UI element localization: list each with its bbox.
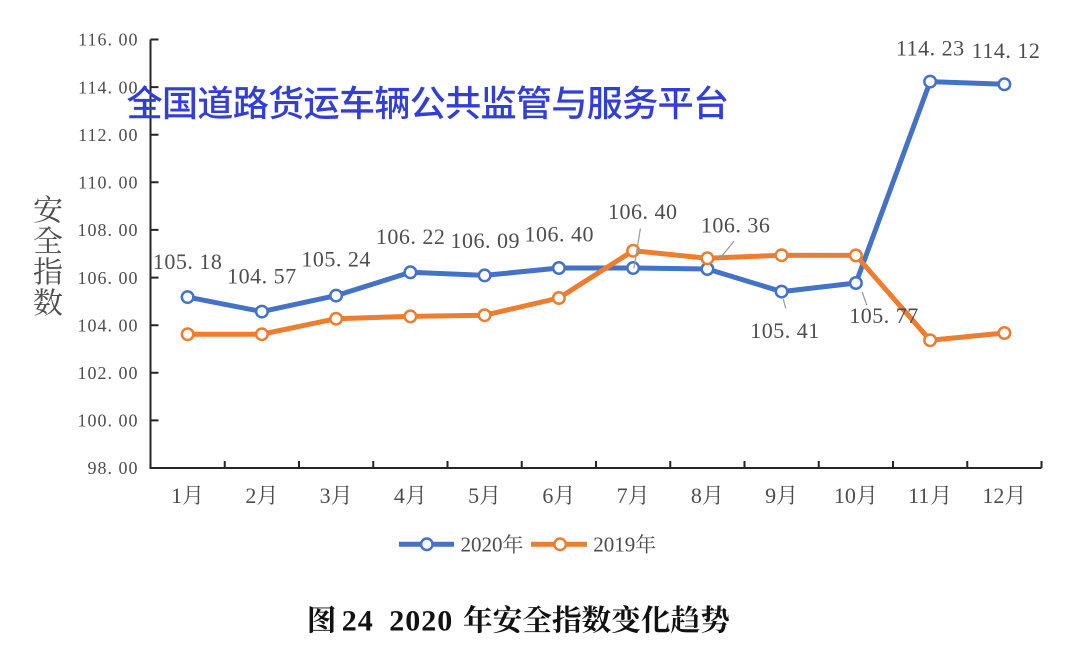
svg-text:106. 00: 106. 00 <box>78 268 139 288</box>
svg-text:106. 09: 106. 09 <box>450 228 520 253</box>
svg-text:11: 11 <box>908 483 929 508</box>
svg-text:104. 57: 104. 57 <box>227 264 297 289</box>
svg-text:114. 23: 114. 23 <box>896 36 965 61</box>
svg-text:3: 3 <box>320 483 331 508</box>
svg-text:12: 12 <box>982 483 1004 508</box>
svg-text:24: 24 <box>342 605 374 638</box>
svg-text:108. 00: 108. 00 <box>78 220 139 240</box>
svg-text:98. 00: 98. 00 <box>88 458 139 478</box>
svg-text:114. 12: 114. 12 <box>972 38 1041 63</box>
svg-text:7: 7 <box>617 483 628 508</box>
svg-text:4: 4 <box>394 483 405 508</box>
svg-text:9: 9 <box>765 483 776 508</box>
svg-text:8: 8 <box>691 483 702 508</box>
svg-text:110. 00: 110. 00 <box>78 173 138 193</box>
svg-text:106. 40: 106. 40 <box>608 199 678 224</box>
svg-text:106. 36: 106. 36 <box>701 212 771 237</box>
svg-text:10: 10 <box>834 483 856 508</box>
svg-text:100. 00: 100. 00 <box>78 411 139 431</box>
svg-text:105. 77: 105. 77 <box>849 303 919 328</box>
svg-text:112. 00: 112. 00 <box>78 125 138 145</box>
svg-text:105. 41: 105. 41 <box>750 318 820 343</box>
svg-text:102. 00: 102. 00 <box>78 363 139 383</box>
svg-text:105. 24: 105. 24 <box>301 246 371 271</box>
svg-text:1: 1 <box>171 483 182 508</box>
svg-text:2020: 2020 <box>461 533 503 557</box>
svg-text:2020: 2020 <box>389 605 453 638</box>
svg-text:2: 2 <box>245 483 256 508</box>
svg-text:105. 18: 105. 18 <box>153 249 223 274</box>
svg-text:104. 00: 104. 00 <box>78 315 139 335</box>
svg-text:2019: 2019 <box>593 533 635 557</box>
svg-text:106. 22: 106. 22 <box>376 224 446 249</box>
svg-text:5: 5 <box>468 483 479 508</box>
svg-text:6: 6 <box>542 483 553 508</box>
svg-text:116. 00: 116. 00 <box>78 30 138 50</box>
svg-text:114. 00: 114. 00 <box>78 77 138 97</box>
svg-text:106. 40: 106. 40 <box>524 222 594 247</box>
